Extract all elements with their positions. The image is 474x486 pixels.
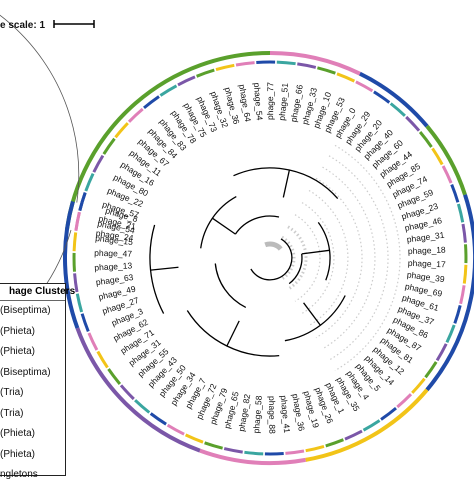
- cluster-strip-segment: [433, 148, 443, 164]
- leaf-label: phage_17: [408, 258, 446, 270]
- cluster-strip-segment: [135, 400, 149, 412]
- cluster-strip-segment: [443, 166, 451, 183]
- cluster-strip-segment: [151, 414, 166, 425]
- legend: hage Clusters (Biseptima) (Phieta) (Phie…: [0, 283, 66, 476]
- scale-label: e scale: 1: [0, 20, 45, 31]
- cluster-strip-segment: [420, 132, 431, 147]
- cluster-strip-segment: [94, 156, 103, 173]
- cluster-strip-segment: [297, 64, 316, 68]
- cluster-strip-segment: [216, 65, 234, 69]
- leaf-label: phage_54: [252, 82, 265, 121]
- distance-arc: [288, 227, 306, 289]
- leaf-labels: phage_24phage_21phage_57phage_22phage_80…: [94, 82, 446, 434]
- cluster-strip-segment: [374, 92, 389, 103]
- cluster-strip-segment: [205, 443, 223, 448]
- cluster-strip-segment: [277, 62, 296, 64]
- cluster-strip-segment: [121, 385, 134, 399]
- cluster-strip-segment: [458, 204, 462, 222]
- legend-item: (Phieta): [0, 342, 65, 363]
- branch-arc: [215, 264, 246, 308]
- cluster-strip-segment: [98, 352, 108, 368]
- leaf-label: phage_51: [277, 82, 290, 121]
- leaf-label: phage_47: [94, 248, 132, 259]
- cluster-strip-segment: [109, 369, 120, 384]
- legend-item: (Phieta): [0, 445, 65, 466]
- leaf-label: phage_41: [279, 395, 293, 434]
- branch: [283, 170, 289, 197]
- branch: [212, 218, 235, 234]
- cluster-strip-segment: [356, 82, 373, 91]
- cluster-strip-segment: [168, 425, 185, 434]
- cluster-strip-segment: [345, 431, 362, 439]
- root-marker: [265, 244, 281, 249]
- legend-item: (Biseptima): [0, 363, 65, 384]
- cluster-strip-segment: [326, 440, 344, 446]
- cluster-strip-segment: [337, 74, 354, 81]
- cluster-strip-segment: [197, 70, 215, 76]
- cluster-strip-segment: [129, 109, 143, 122]
- legend-item: (Phieta): [0, 424, 65, 445]
- cluster-strip-segment: [144, 97, 159, 108]
- legend-item: ngletons: [0, 465, 65, 486]
- branch: [151, 267, 179, 270]
- cluster-strip-segment: [82, 314, 88, 332]
- leaf-label: phage_31: [406, 230, 445, 245]
- distance-arc: [295, 215, 320, 302]
- cluster-strip-segment: [461, 285, 465, 304]
- cluster-strip-segment: [437, 344, 446, 361]
- leaf-label: phage_58: [251, 395, 264, 434]
- leaf-label: phage_13: [94, 260, 133, 272]
- cluster-strip-segment: [452, 185, 458, 203]
- cluster-strip-segment: [406, 117, 419, 131]
- cluster-strip-segment: [244, 452, 263, 454]
- legend-item: (Phieta): [0, 322, 65, 343]
- cluster-strip-segment: [224, 449, 243, 453]
- cluster-strip-segment: [77, 294, 81, 312]
- cluster-strip-segment: [89, 333, 97, 350]
- cluster-strip-segment: [86, 174, 93, 191]
- cluster-strip-segment: [104, 139, 115, 154]
- cluster-strip-segment: [464, 265, 466, 284]
- cluster-strip-segment: [160, 86, 176, 96]
- cluster-strip-segment: [463, 224, 465, 243]
- scale-bar: [54, 20, 94, 28]
- cluster-strip-segment: [186, 435, 203, 442]
- legend-item: (Tria): [0, 404, 65, 425]
- cluster-strip-segment: [317, 68, 335, 73]
- branch: [227, 321, 239, 346]
- cluster-strip-segment: [412, 379, 424, 393]
- cluster-strip-segment: [447, 325, 454, 342]
- tree-branches: [150, 168, 345, 356]
- cluster-strip-segment: [76, 212, 80, 231]
- branch-arc: [235, 216, 279, 234]
- cluster-strip-segment: [116, 123, 128, 137]
- distance-arc: [316, 178, 362, 337]
- leaf-label: phage_18: [408, 244, 446, 256]
- cluster-strip-segment: [306, 446, 324, 450]
- cluster-strip-segment: [364, 421, 380, 431]
- cluster-strip-segment: [80, 193, 85, 211]
- distance-arcs: [265, 145, 400, 370]
- phylogenetic-tree: phage_24phage_21phage_57phage_22phage_80…: [0, 0, 474, 474]
- leaf-label: phage_88: [267, 396, 277, 434]
- legend-item: (Tria): [0, 383, 65, 404]
- leaf-label: phage_77: [265, 82, 275, 120]
- cluster-strip-segment: [397, 394, 411, 407]
- cluster-strip-segment: [426, 362, 437, 377]
- legend-title: hage Clusters: [0, 284, 65, 301]
- cluster-strip-segment: [391, 104, 405, 116]
- cluster-strip-segment: [178, 77, 195, 85]
- branch-arc: [234, 168, 338, 199]
- legend-item: (Biseptima): [0, 301, 65, 322]
- distance-arc: [302, 203, 334, 314]
- branch: [302, 250, 330, 254]
- distance-arc: [309, 191, 348, 326]
- cluster-strip-segment: [285, 451, 304, 453]
- cluster-strip-segment: [381, 408, 396, 419]
- cluster-strip-segment: [74, 232, 76, 251]
- cluster-ring-segment: [427, 126, 465, 195]
- cluster-strip-segment: [455, 305, 460, 323]
- cluster-strip-segment: [236, 63, 255, 65]
